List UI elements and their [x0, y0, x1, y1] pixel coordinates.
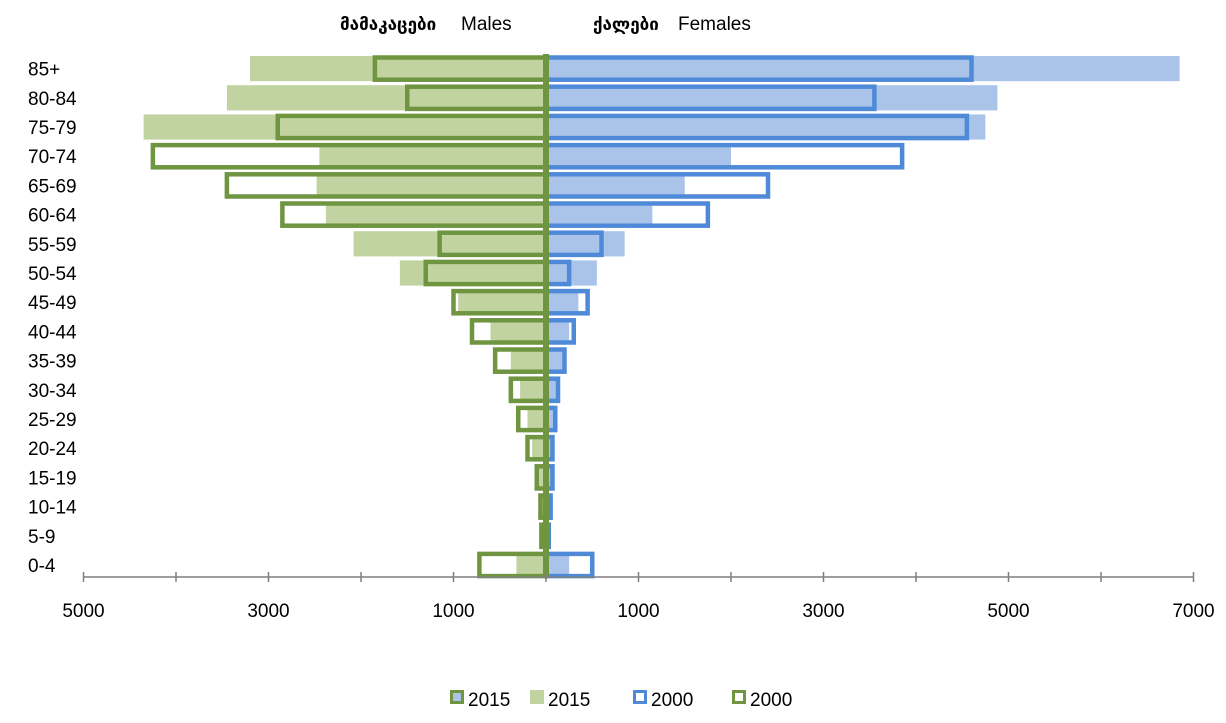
- chart-header: მამაკაცები Males ქალები Females: [340, 14, 751, 35]
- legend-label: 2000: [651, 690, 693, 711]
- age-label: 55-59: [28, 235, 77, 256]
- age-label: 30-34: [28, 381, 77, 402]
- bars-2015: [143, 56, 1180, 578]
- bar-males-2015-25-29: [527, 406, 546, 432]
- age-label: 40-44: [28, 322, 77, 343]
- bar-females-2015-45-49: [546, 289, 579, 315]
- legend-swatch-2000-males: [732, 690, 746, 704]
- bar-males-2015-75-79: [143, 114, 546, 140]
- bar-females-2015-35-39: [546, 348, 565, 374]
- x-tick-label: 7000: [1172, 601, 1214, 622]
- age-label: 75-79: [28, 118, 77, 139]
- bar-females-2015-40-44: [546, 318, 570, 344]
- bar-males-2015-70-74: [319, 143, 546, 169]
- bar-females-2015-75-79: [546, 114, 986, 140]
- bar-females-2015-0-4: [546, 552, 570, 578]
- legend: 2015 2015 2000 2000: [450, 690, 792, 711]
- age-label: 85+: [28, 60, 60, 81]
- age-label: 60-64: [28, 206, 77, 227]
- females-header-en: Females: [678, 14, 751, 35]
- center-axis: [543, 54, 549, 577]
- males-header-en: Males: [461, 14, 512, 35]
- bar-females-2015-25-29: [546, 406, 556, 432]
- legend-label: 2000: [750, 690, 792, 711]
- legend-label: 2015: [548, 690, 590, 711]
- x-tick-label: 5000: [987, 601, 1029, 622]
- x-tick-label: 5000: [62, 601, 104, 622]
- bar-males-2015-65-69: [316, 172, 546, 198]
- bar-females-2015-80-84: [546, 85, 998, 111]
- bar-males-2015-35-39: [510, 348, 546, 374]
- bar-males-2015-85plus: [250, 56, 546, 82]
- legend-swatch-2015-males: [530, 690, 544, 704]
- x-tick-label: 3000: [802, 601, 844, 622]
- bar-females-2015-85plus: [546, 56, 1180, 82]
- bar-males-2015-45-49: [458, 289, 546, 315]
- age-label: 25-29: [28, 410, 77, 431]
- bar-males-2015-60-64: [325, 202, 546, 228]
- bar-males-2015-50-54: [399, 260, 546, 286]
- bar-males-2015-30-34: [520, 377, 546, 403]
- x-axis: 5000 3000 1000 1000 3000 5000 7000: [62, 572, 1215, 622]
- age-label: 65-69: [28, 176, 77, 197]
- bar-males-2015-80-84: [226, 85, 546, 111]
- age-label: 50-54: [28, 264, 77, 285]
- age-label: 80-84: [28, 89, 77, 110]
- age-label: 15-19: [28, 468, 77, 489]
- bar-females-2015-20-24: [546, 435, 554, 461]
- bar-females-2015-65-69: [546, 172, 685, 198]
- bar-females-2015-50-54: [546, 260, 597, 286]
- x-tick-label: 1000: [432, 601, 474, 622]
- bar-females-2015-55-59: [546, 231, 625, 257]
- legend-swatch-2000-females: [633, 690, 647, 704]
- x-tick-label: 1000: [617, 601, 659, 622]
- bar-males-2015-15-19: [538, 464, 546, 490]
- legend-label: 2015: [468, 690, 510, 711]
- legend-swatch-2015-females: [450, 690, 464, 704]
- bar-males-2015-55-59: [353, 231, 546, 257]
- center-divider: [543, 54, 549, 577]
- age-label: 0-4: [28, 556, 56, 577]
- age-label: 5-9: [28, 527, 55, 548]
- bar-females-2015-70-74: [546, 143, 731, 169]
- bar-females-2015-15-19: [546, 464, 554, 490]
- age-label: 35-39: [28, 352, 77, 373]
- males-header-geo: მამაკაცები: [340, 15, 436, 34]
- age-label: 10-14: [28, 498, 77, 519]
- age-label: 70-74: [28, 147, 77, 168]
- age-label: 45-49: [28, 293, 77, 314]
- bar-females-2015-60-64: [546, 202, 653, 228]
- females-header-geo: ქალები: [593, 15, 659, 34]
- age-label: 20-24: [28, 439, 77, 460]
- bar-males-2015-40-44: [490, 318, 546, 344]
- age-group-labels: 85+ 80-84 75-79 70-74 65-69 60-64 55-59 50-54 45…: [28, 60, 77, 577]
- bar-males-2015-0-4: [516, 552, 546, 578]
- x-tick-label: 3000: [247, 601, 289, 622]
- bar-males-2015-20-24: [532, 435, 546, 461]
